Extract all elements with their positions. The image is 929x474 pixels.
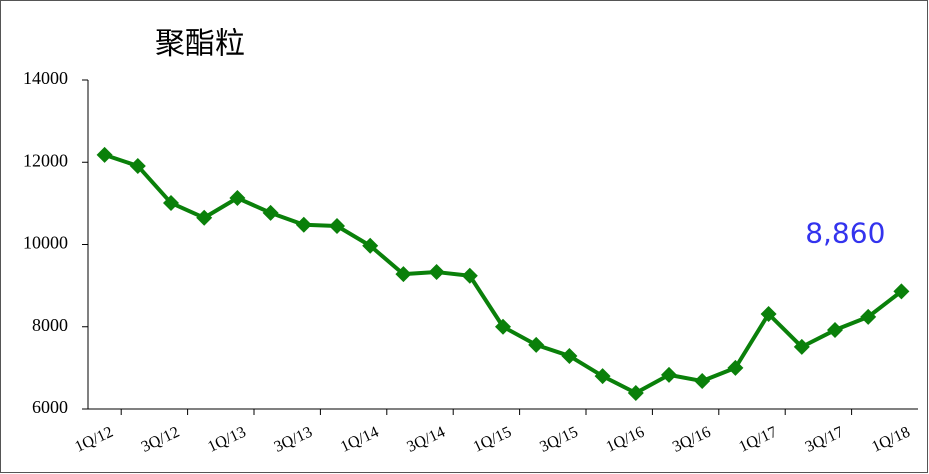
data-point	[661, 366, 677, 383]
data-point	[561, 347, 578, 364]
data-point	[129, 157, 146, 174]
data-point	[295, 216, 312, 233]
data-point	[196, 209, 213, 226]
data-point	[793, 338, 810, 355]
data-point	[395, 266, 412, 283]
y-tick-label: 14000	[23, 68, 68, 88]
data-point	[827, 322, 843, 339]
data-point	[96, 146, 113, 163]
y-tick-label: 8000	[32, 315, 68, 335]
data-point	[461, 267, 478, 284]
data-point	[329, 217, 345, 234]
data-label: 8,860	[805, 216, 885, 249]
data-point	[694, 373, 711, 390]
y-tick-label: 12000	[23, 150, 68, 170]
y-tick-label: 6000	[32, 397, 68, 417]
y-tick-label: 10000	[23, 233, 68, 253]
data-point	[528, 336, 545, 353]
data-point	[594, 368, 611, 385]
data-point	[495, 318, 511, 335]
data-point	[727, 359, 744, 376]
data-point	[760, 306, 777, 323]
data-point	[262, 204, 279, 221]
data-point	[428, 264, 445, 281]
data-point	[627, 384, 644, 401]
data-point	[229, 190, 246, 207]
data-point	[163, 194, 179, 211]
data-point	[362, 237, 379, 254]
data-point	[893, 283, 910, 300]
data-point	[860, 308, 877, 325]
chart-title: 聚酯粒	[155, 27, 245, 62]
